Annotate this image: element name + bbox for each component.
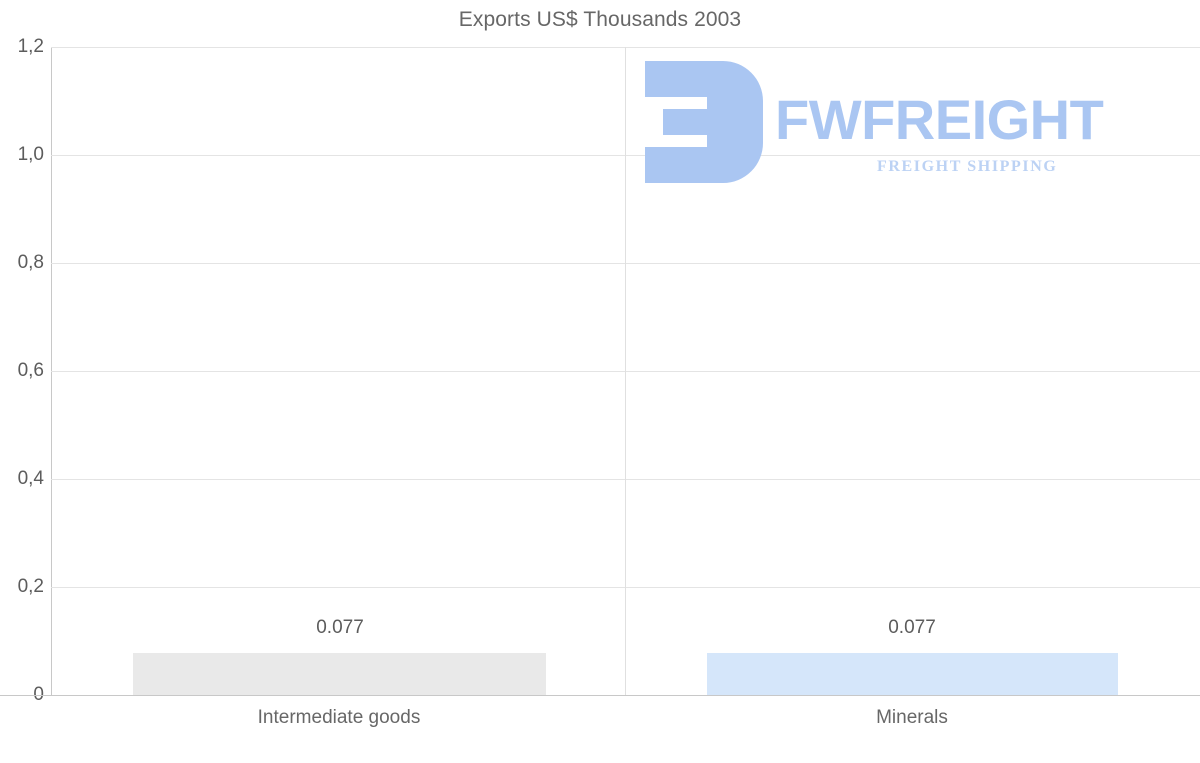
y-axis-tick-label-0-4: 0,4 <box>17 468 44 489</box>
gridline-vertical-category-divider <box>625 47 626 695</box>
chart-title: Exports US$ Thousands 2003 <box>458 8 742 31</box>
x-axis-category-label-minerals: Minerals <box>876 707 948 728</box>
x-axis-category-label-intermediate-goods: Intermediate goods <box>257 707 421 728</box>
y-axis-tick-label-0: 0 <box>0 684 44 706</box>
bar-minerals[interactable] <box>707 653 1118 695</box>
bar-intermediate-goods[interactable] <box>133 653 546 695</box>
bar-value-label-minerals: 0.077 <box>888 617 936 638</box>
y-axis-tick-labels: 1,2 1,0 0,8 0,6 0,4 0,2 0 <box>0 0 44 763</box>
y-axis-tick-label-0-2: 0,2 <box>17 576 44 597</box>
bar-value-label-intermediate-goods: 0.077 <box>316 617 364 638</box>
y-axis-tick-label-1-2: 1,2 <box>17 36 44 57</box>
y-axis-tick-label-1-0: 1,0 <box>17 144 44 165</box>
plot-area <box>51 47 1200 695</box>
x-axis-line <box>0 695 1200 696</box>
y-axis-tick-label-0-8: 0,8 <box>17 252 44 273</box>
y-axis-tick-label-0-6: 0,6 <box>17 360 44 381</box>
